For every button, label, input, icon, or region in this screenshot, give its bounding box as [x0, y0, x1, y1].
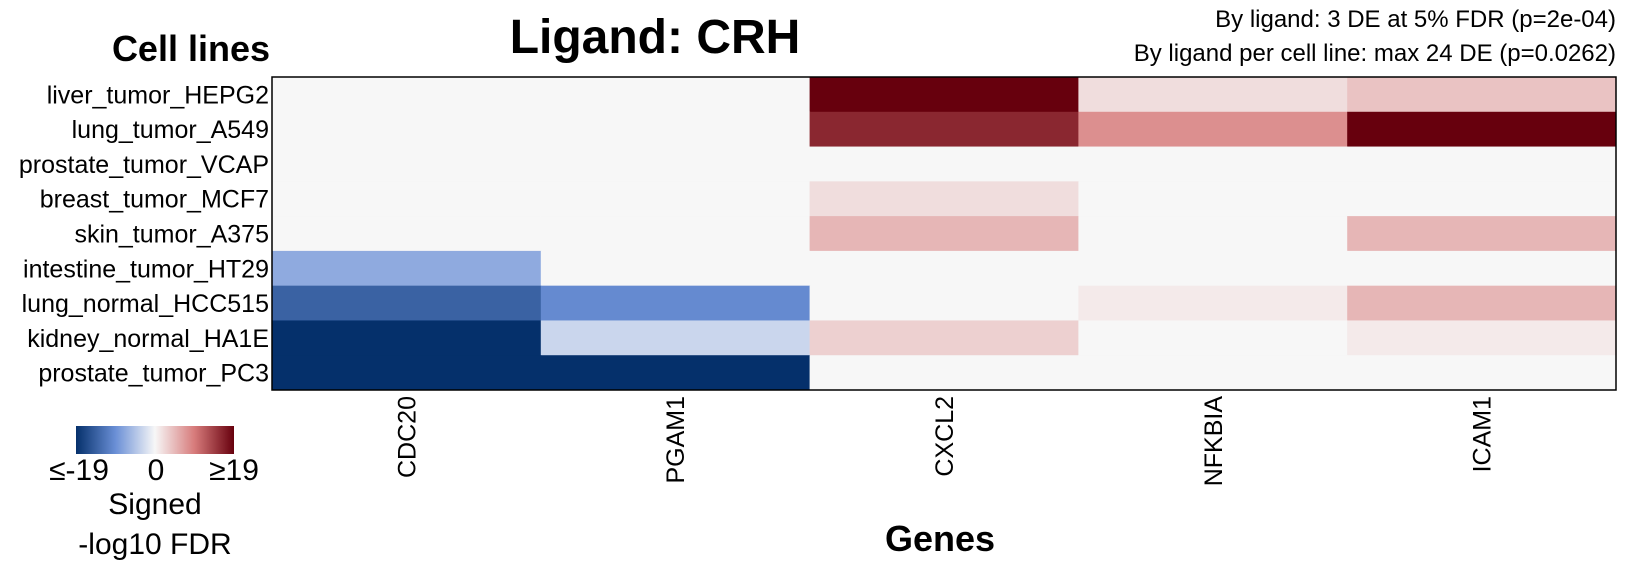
heatmap-cell-skin_tumor_A375-CDC20 [272, 216, 542, 252]
heatmap-cell-lung_tumor_A549-CXCL2 [809, 111, 1079, 148]
heatmap-cell-intestine_tumor_HT29-PGAM1 [540, 250, 811, 287]
chart-title: Ligand: CRH [509, 11, 801, 64]
heatmap-cell-lung_normal_HCC515-ICAM1 [1347, 285, 1617, 321]
heatmap-cell-intestine_tumor_HT29-NFKBIA [1078, 250, 1348, 287]
heatmap-cell-kidney_normal_HA1E-ICAM1 [1347, 320, 1617, 356]
heatmap-cell-liver_tumor_HEPG2-ICAM1 [1347, 77, 1617, 113]
heatmap-cell-lung_normal_HCC515-NFKBIA [1078, 285, 1348, 321]
row-label-lung_normal_HCC515: lung_normal_HCC515 [22, 290, 269, 318]
heatmap-cell-liver_tumor_HEPG2-CDC20 [272, 77, 542, 113]
heatmap-cell-kidney_normal_HA1E-CXCL2 [809, 320, 1079, 356]
row-label-liver_tumor_HEPG2: liver_tumor_HEPG2 [47, 81, 269, 109]
column-label-CDC20: CDC20 [393, 396, 421, 478]
heatmap-cell-skin_tumor_A375-ICAM1 [1347, 216, 1617, 252]
column-label-ICAM1: ICAM1 [1469, 396, 1497, 472]
heatmap-cell-breast_tumor_MCF7-CXCL2 [809, 181, 1079, 217]
heatmap-cell-breast_tumor_MCF7-PGAM1 [540, 181, 811, 217]
heatmap-cell-lung_normal_HCC515-CDC20 [272, 285, 542, 321]
row-label-prostate_tumor_VCAP: prostate_tumor_VCAP [19, 151, 269, 179]
heatmap-cell-kidney_normal_HA1E-CDC20 [272, 320, 542, 356]
row-labels: liver_tumor_HEPG2 lung_tumor_A549 prostate… [19, 81, 269, 387]
row-label-skin_tumor_A375: skin_tumor_A375 [74, 221, 269, 249]
row-label-prostate_tumor_PC3: prostate_tumor_PC3 [38, 360, 269, 388]
heatmap-cell-lung_normal_HCC515-CXCL2 [809, 285, 1079, 321]
column-label-NFKBIA: NFKBIA [1200, 396, 1228, 487]
heatmap-cell-prostate_tumor_VCAP-CDC20 [272, 146, 542, 182]
row-label-kidney_normal_HA1E: kidney_normal_HA1E [27, 325, 269, 353]
heatmap-cell-prostate_tumor_PC3-CXCL2 [809, 355, 1079, 391]
heatmap-cell-intestine_tumor_HT29-CXCL2 [809, 250, 1079, 287]
heatmap-cell-breast_tumor_MCF7-NFKBIA [1078, 181, 1348, 217]
heatmap-cell-kidney_normal_HA1E-NFKBIA [1078, 320, 1348, 356]
heatmap-cell-lung_tumor_A549-PGAM1 [540, 111, 811, 148]
x-axis-title: Genes [884, 518, 996, 559]
chart-subtitle-line-2: By ligand per cell line: max 24 DE (p=0.… [1133, 40, 1616, 67]
heatmap-cell-kidney_normal_HA1E-PGAM1 [540, 320, 811, 356]
legend-tick-min: ≤-19 [49, 454, 109, 487]
heatmap-cell-skin_tumor_A375-NFKBIA [1078, 216, 1348, 252]
heatmap-cell-lung_normal_HCC515-PGAM1 [540, 285, 811, 321]
legend-title-line-1: Signed [108, 488, 202, 521]
heatmap-cell-prostate_tumor_PC3-ICAM1 [1347, 355, 1617, 391]
heatmap-cell-liver_tumor_HEPG2-PGAM1 [540, 77, 811, 113]
legend-title-line-2: -log10 FDR [78, 528, 232, 561]
heatmap-cell-prostate_tumor_VCAP-NFKBIA [1078, 146, 1348, 182]
heatmap-cell-lung_tumor_A549-NFKBIA [1078, 111, 1348, 148]
heatmap-cell-intestine_tumor_HT29-CDC20 [272, 250, 542, 287]
column-label-CXCL2: CXCL2 [931, 396, 959, 477]
heatmap-cell-liver_tumor_HEPG2-CXCL2 [809, 77, 1079, 113]
heatmap-cells [272, 77, 1617, 391]
heatmap-cell-lung_tumor_A549-ICAM1 [1347, 111, 1617, 148]
y-axis-title: Cell lines [111, 28, 270, 69]
row-label-breast_tumor_MCF7: breast_tumor_MCF7 [40, 186, 269, 214]
heatmap-cell-breast_tumor_MCF7-ICAM1 [1347, 181, 1617, 217]
heatmap-cell-prostate_tumor_VCAP-PGAM1 [540, 146, 811, 182]
plot-border [271, 76, 1617, 391]
column-label-PGAM1: PGAM1 [662, 396, 690, 484]
heatmap-cell-liver_tumor_HEPG2-NFKBIA [1078, 77, 1348, 113]
column-labels: CDC20 PGAM1 CXCL2 NFKBIA ICAM1 [393, 396, 1496, 487]
color-legend-bar [76, 426, 234, 454]
legend-tick-zero: 0 [147, 454, 165, 487]
heatmap-cell-prostate_tumor_PC3-PGAM1 [540, 355, 811, 391]
heatmap-cell-intestine_tumor_HT29-ICAM1 [1347, 250, 1617, 287]
heatmap-cell-lung_tumor_A549-CDC20 [272, 111, 542, 148]
heatmap-cell-prostate_tumor_PC3-NFKBIA [1078, 355, 1348, 391]
heatmap-cell-breast_tumor_MCF7-CDC20 [272, 181, 542, 217]
heatmap-cell-skin_tumor_A375-CXCL2 [809, 216, 1079, 252]
heatmap-cell-prostate_tumor_VCAP-CXCL2 [809, 146, 1079, 182]
heatmap-cell-skin_tumor_A375-PGAM1 [540, 216, 811, 252]
row-label-intestine_tumor_HT29: intestine_tumor_HT29 [23, 255, 269, 283]
chart-subtitle-line-1: By ligand: 3 DE at 5% FDR (p=2e-04) [1215, 6, 1616, 33]
heatmap-cell-prostate_tumor_PC3-CDC20 [272, 355, 542, 391]
legend-tick-max: ≥19 [209, 454, 259, 487]
heatmap-cell-prostate_tumor_VCAP-ICAM1 [1347, 146, 1617, 182]
row-label-lung_tumor_A549: lung_tumor_A549 [72, 116, 269, 144]
